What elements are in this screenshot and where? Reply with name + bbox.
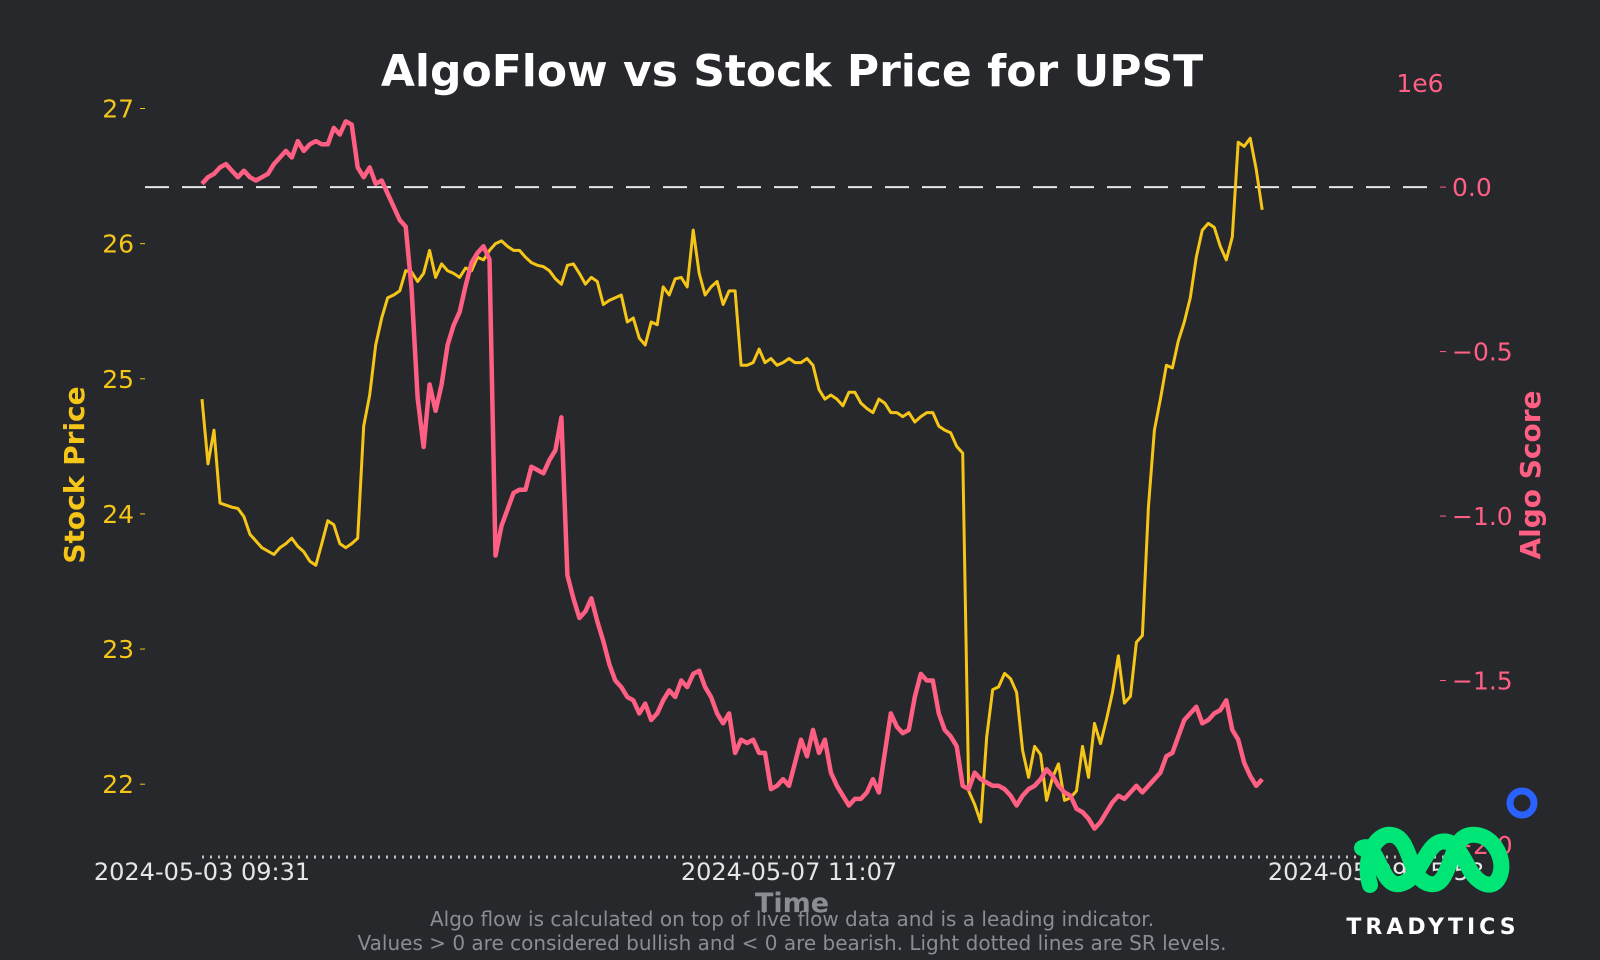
left-tick-label: 22 [102, 770, 134, 799]
footnote-line-1: Algo flow is calculated on top of live f… [430, 907, 1154, 931]
axis-layer: 2223242526270.0−0.5−1.0−1.5−2.02024-05-0… [94, 95, 1513, 886]
left-tick-label: 26 [102, 230, 134, 259]
x-tick-label: 2024-05-07 11:07 [681, 858, 897, 886]
right-tick-label: −0.5 [1452, 338, 1513, 367]
tradytics-logo-icon [1354, 826, 1510, 893]
left-axis-label: Stock Price [58, 386, 91, 563]
algo-score-line [200, 119, 1264, 831]
left-tick-label: 25 [102, 365, 134, 394]
right-axis-multiplier: 1e6 [1396, 69, 1443, 98]
footnote-line-2: Values > 0 are considered bullish and < … [358, 931, 1227, 955]
stock-price-line [200, 136, 1264, 824]
tradytics-logo-text: TRADYTICS [1346, 915, 1519, 940]
tradytics-logo-dot-icon [1506, 787, 1538, 819]
tradytics-logo: TRADYTICS [1346, 787, 1538, 940]
right-axis-label: Algo Score [1514, 390, 1547, 559]
left-tick-label: 27 [102, 95, 134, 124]
x-axis-label: Time [755, 888, 829, 919]
left-tick-label: 24 [102, 500, 134, 529]
chart-title: AlgoFlow vs Stock Price for UPST [381, 46, 1203, 97]
x-tick-label: 2024-05-03 09:31 [94, 858, 310, 886]
right-tick-label: −1.0 [1452, 502, 1513, 531]
right-tick-label: 0.0 [1452, 173, 1492, 202]
left-tick-label: 23 [102, 635, 134, 664]
right-tick-label: −1.5 [1452, 667, 1513, 696]
series-layer [200, 119, 1264, 831]
